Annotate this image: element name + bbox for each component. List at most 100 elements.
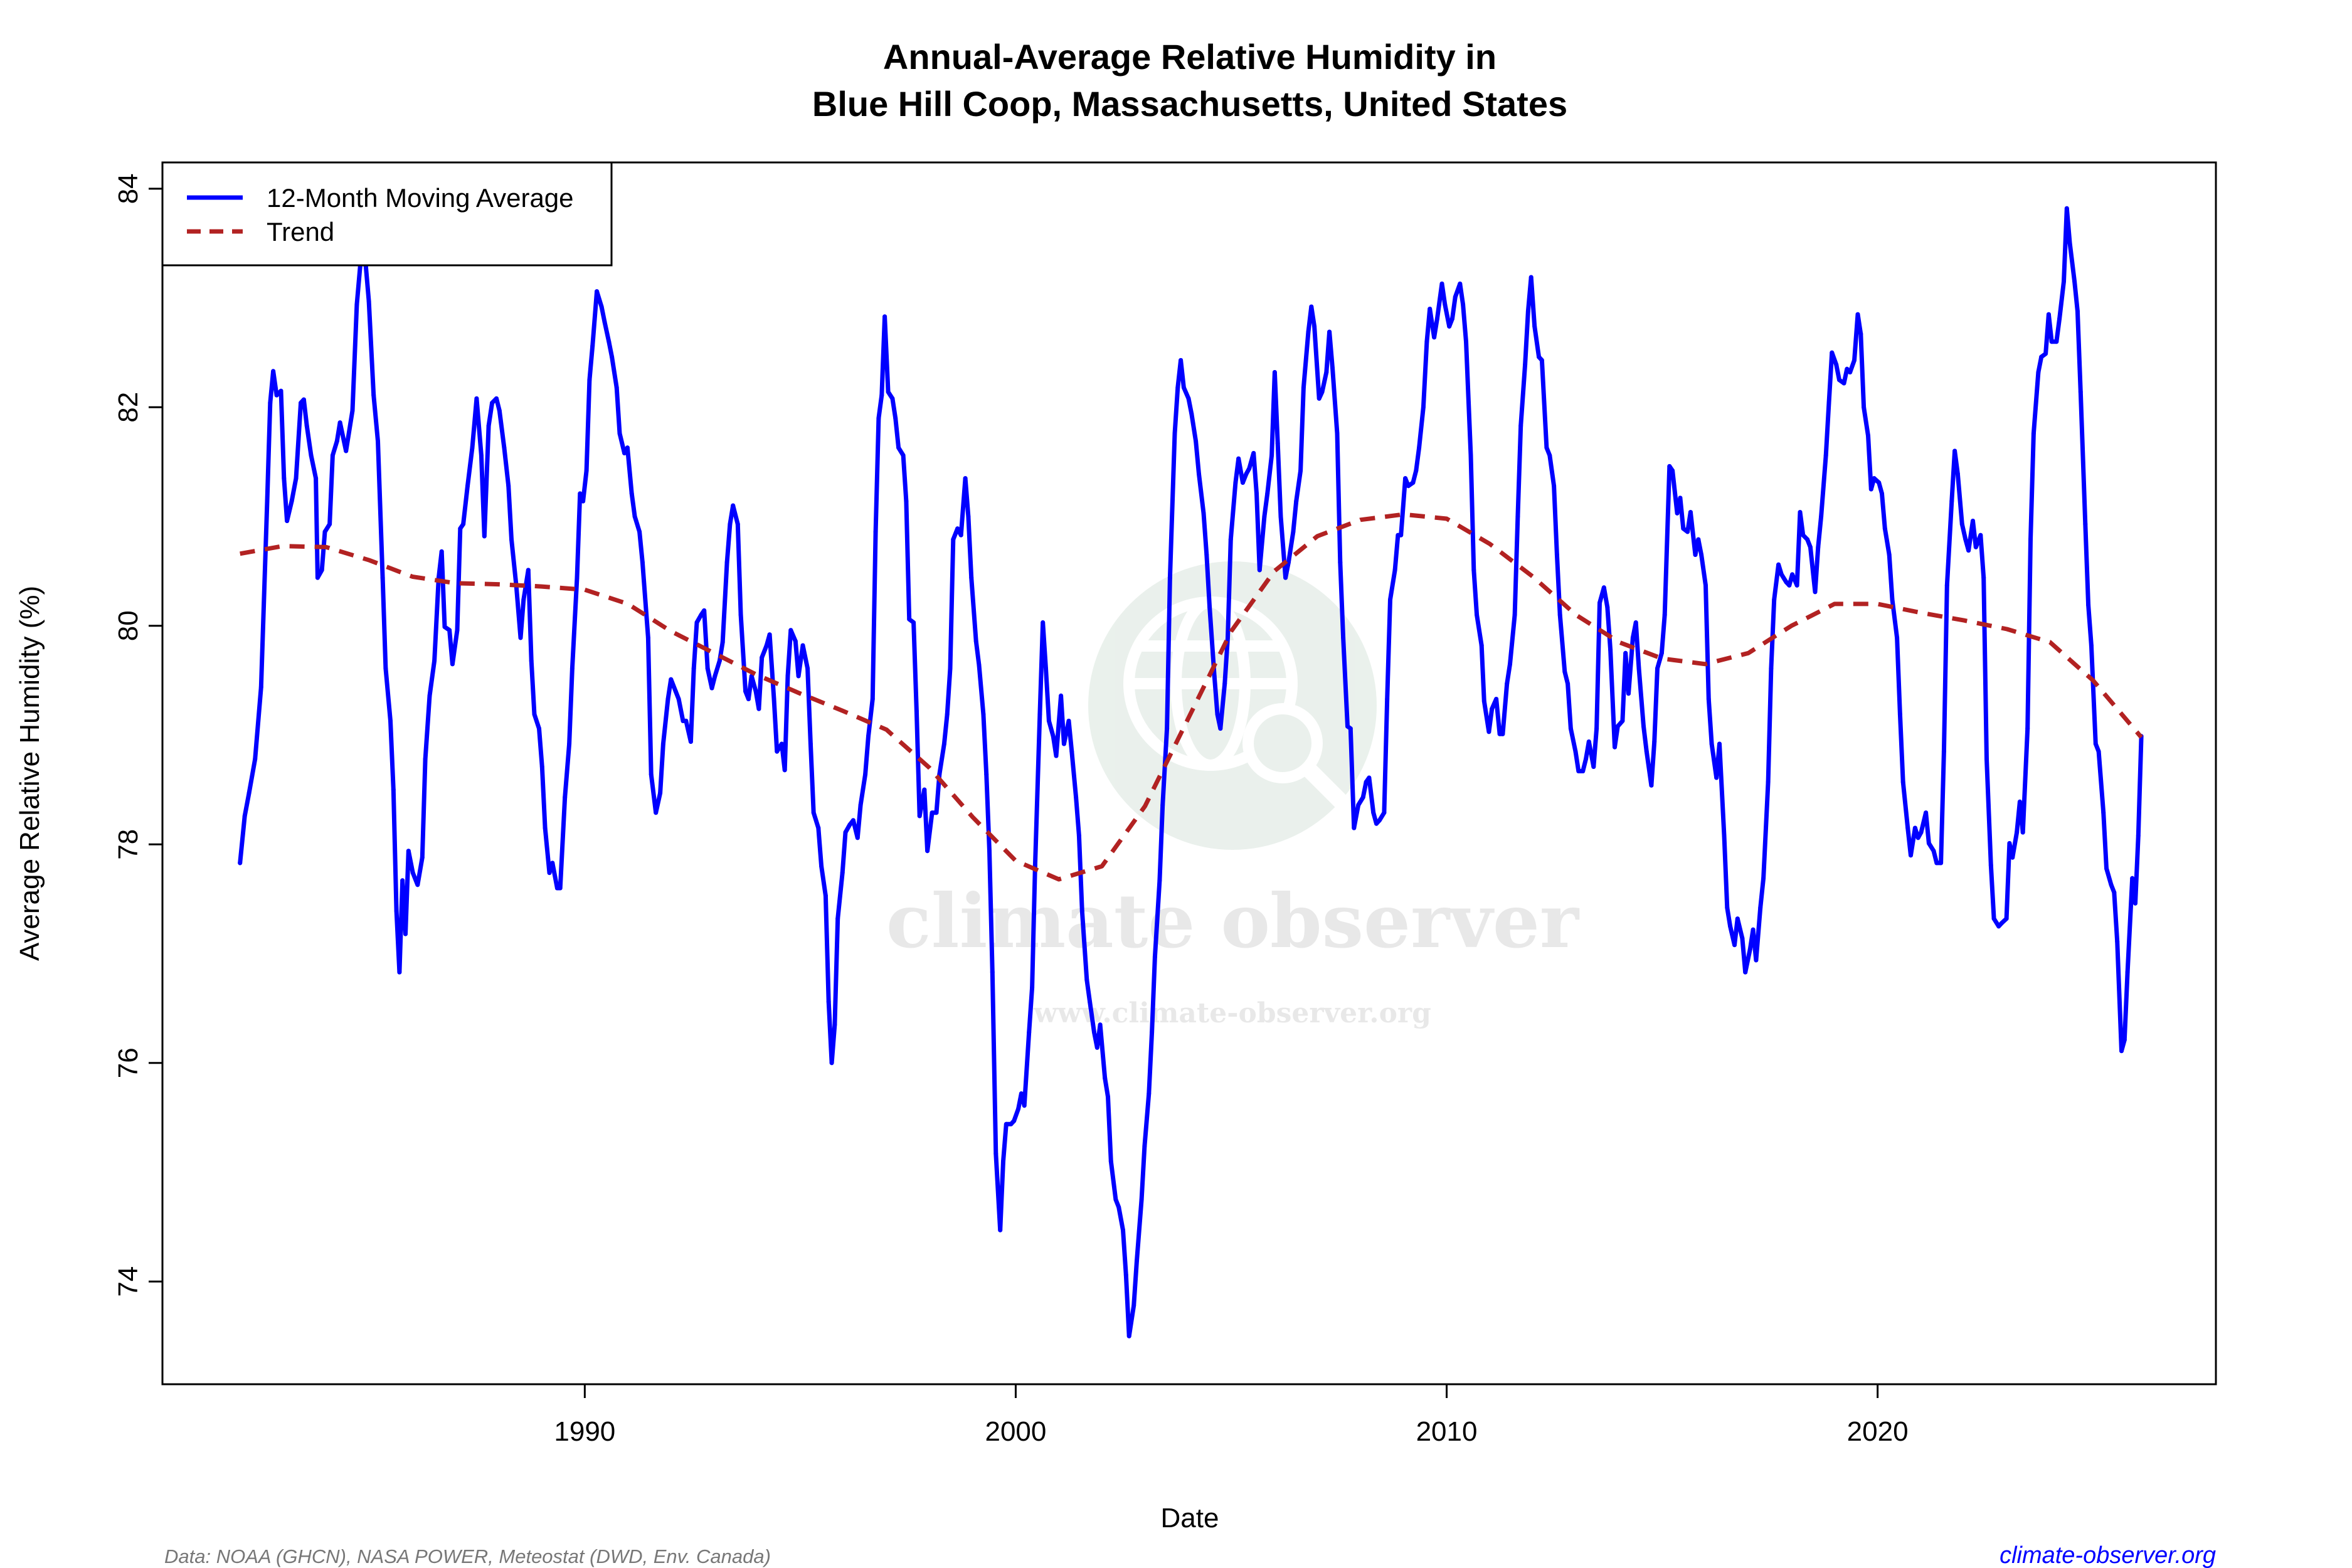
data-point — [990, 970, 995, 975]
data-point — [1813, 590, 1818, 595]
data-point — [1121, 1227, 1125, 1232]
data-point — [1784, 580, 1789, 585]
data-point — [738, 612, 743, 617]
data-point — [1924, 810, 1929, 815]
data-point — [1641, 724, 1646, 729]
data-point — [1539, 358, 1544, 363]
data-point — [1306, 329, 1311, 334]
data-point — [1823, 453, 1828, 458]
data-point — [843, 830, 848, 835]
data-point — [1434, 316, 1439, 321]
data-point — [526, 568, 531, 573]
data-point — [1868, 487, 1873, 492]
data-point — [1236, 456, 1241, 461]
data-point — [595, 289, 600, 294]
data-point — [2049, 339, 2054, 344]
data-point — [1497, 731, 1502, 736]
data-point — [1528, 275, 1534, 280]
data-point — [914, 709, 919, 714]
data-point — [602, 319, 607, 324]
legend-label-moving-average: 12-Month Moving Average — [267, 183, 574, 213]
data-point — [2015, 830, 2020, 835]
data-point — [879, 393, 884, 398]
x-axis: 1990 2000 2010 2020 — [554, 1384, 1909, 1447]
data-point — [901, 453, 906, 458]
data-point — [1103, 1076, 1108, 1081]
data-point — [607, 339, 612, 344]
data-point — [819, 864, 824, 869]
data-point — [2093, 741, 2098, 746]
data-point — [2096, 749, 2101, 754]
data-point — [1403, 476, 1408, 481]
data-point — [1554, 553, 1559, 557]
data-point — [1439, 281, 1444, 286]
data-point — [1142, 1143, 1147, 1148]
data-point — [1766, 780, 1771, 785]
data-point — [350, 408, 355, 413]
data-point — [1740, 936, 1745, 941]
data-point — [617, 431, 622, 436]
data-point — [1396, 532, 1401, 538]
data-point — [1512, 612, 1517, 617]
data-point — [1620, 718, 1625, 723]
data-point — [1382, 810, 1387, 815]
data-point — [1041, 620, 1046, 625]
data-point — [753, 689, 758, 694]
data-point — [2089, 643, 2094, 648]
data-point — [1414, 468, 1419, 473]
data-point — [327, 522, 332, 527]
data-point — [1557, 612, 1562, 617]
data-point — [309, 453, 314, 458]
data-point — [1547, 453, 1552, 458]
data-point — [2000, 921, 2004, 926]
data-point — [1613, 744, 1617, 750]
data-point — [380, 575, 385, 580]
data-point — [1706, 697, 1711, 701]
data-point — [1468, 453, 1473, 458]
data-point — [1630, 635, 1635, 640]
data-point — [629, 491, 634, 496]
data-point — [1135, 1258, 1139, 1263]
data-point — [1254, 491, 1259, 496]
data-point — [1113, 1197, 1118, 1202]
data-point — [581, 499, 586, 504]
data-point — [1241, 480, 1245, 485]
data-point — [1636, 666, 1641, 671]
legend-label-trend: Trend — [267, 217, 334, 246]
data-point — [599, 304, 604, 309]
data-point — [1880, 491, 1884, 496]
data-point — [394, 909, 399, 913]
data-point — [532, 712, 537, 717]
data-point — [432, 659, 437, 663]
data-point — [1845, 366, 1850, 371]
data-point — [1084, 977, 1089, 982]
data-point — [1341, 635, 1346, 640]
data-point — [896, 445, 901, 450]
data-point — [945, 712, 950, 717]
data-point — [1044, 666, 1048, 671]
data-point — [543, 825, 548, 830]
data-point — [410, 871, 415, 876]
data-point — [1826, 400, 1831, 405]
data-point — [1991, 916, 1996, 921]
y-tick-label: 78 — [113, 829, 144, 860]
data-point — [800, 643, 805, 648]
data-point — [669, 677, 674, 682]
data-point — [1194, 438, 1199, 443]
data-point — [415, 882, 420, 887]
site-link[interactable]: climate-observer.org — [2000, 1542, 2216, 1568]
data-point — [1949, 499, 1954, 504]
data-point — [993, 1151, 999, 1156]
data-point — [1385, 697, 1390, 701]
data-point — [1247, 466, 1252, 471]
data-point — [930, 810, 935, 815]
data-point — [1352, 825, 1357, 830]
data-point — [688, 739, 693, 744]
data-point — [855, 835, 860, 840]
data-point — [917, 813, 922, 818]
data-point — [1201, 511, 1206, 516]
data-point — [2133, 901, 2137, 906]
data-point — [1108, 1159, 1113, 1164]
data-point — [1327, 329, 1332, 334]
data-point — [1226, 635, 1230, 640]
